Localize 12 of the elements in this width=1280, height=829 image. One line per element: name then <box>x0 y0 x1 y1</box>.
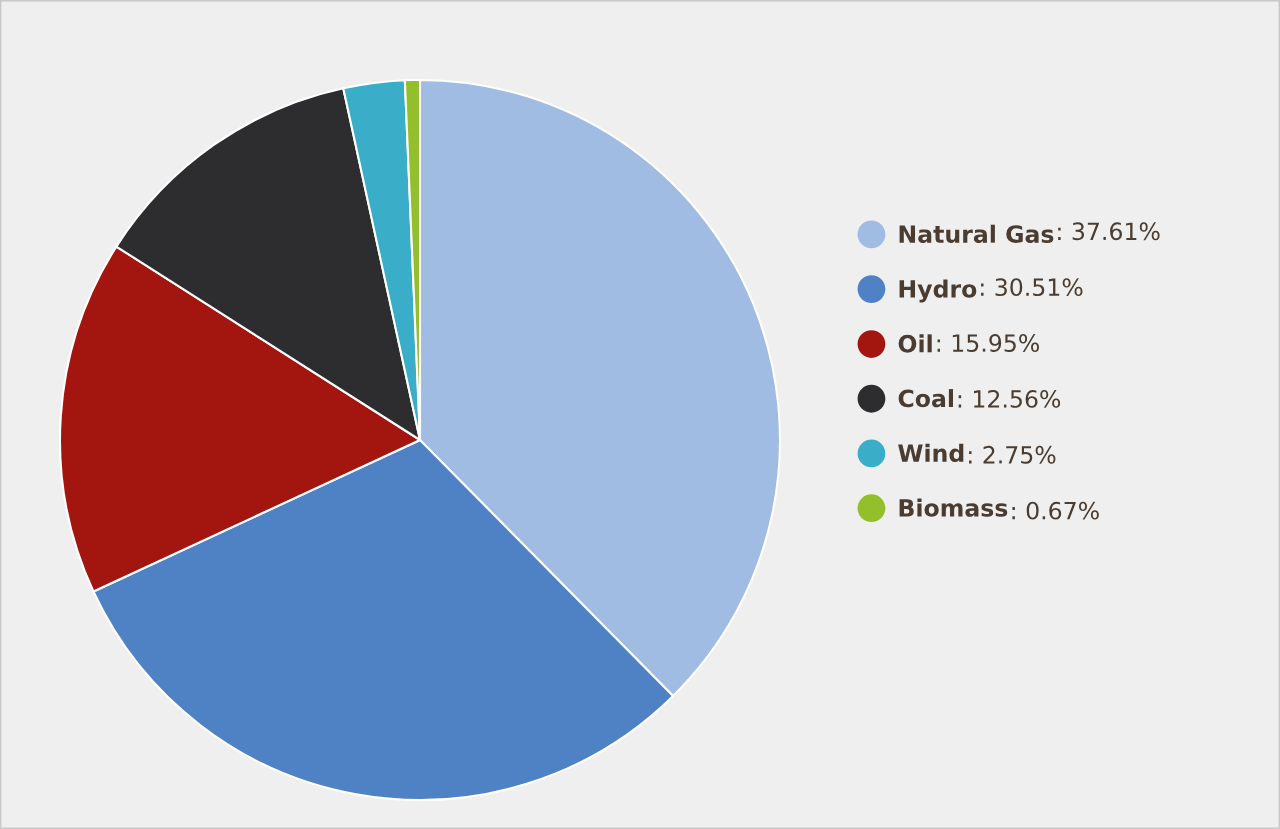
legend-label: Hydro <box>899 279 977 303</box>
data-label: : 15.95% <box>937 334 1039 352</box>
data-label: : 12.56% <box>958 389 1061 408</box>
legend-label: Natural Gas <box>899 224 1054 243</box>
data-label: : 0.67% <box>1012 501 1099 520</box>
legend-label: Biomass <box>899 498 1008 517</box>
legend-label: Coal <box>898 389 954 408</box>
legend-label: Oil <box>898 334 932 353</box>
legend-label: Wind <box>898 443 964 463</box>
data-label: : 2.75% <box>969 445 1056 464</box>
data-label: : 37.61% <box>1058 222 1160 241</box>
data-label: : 30.51% <box>981 278 1083 297</box>
